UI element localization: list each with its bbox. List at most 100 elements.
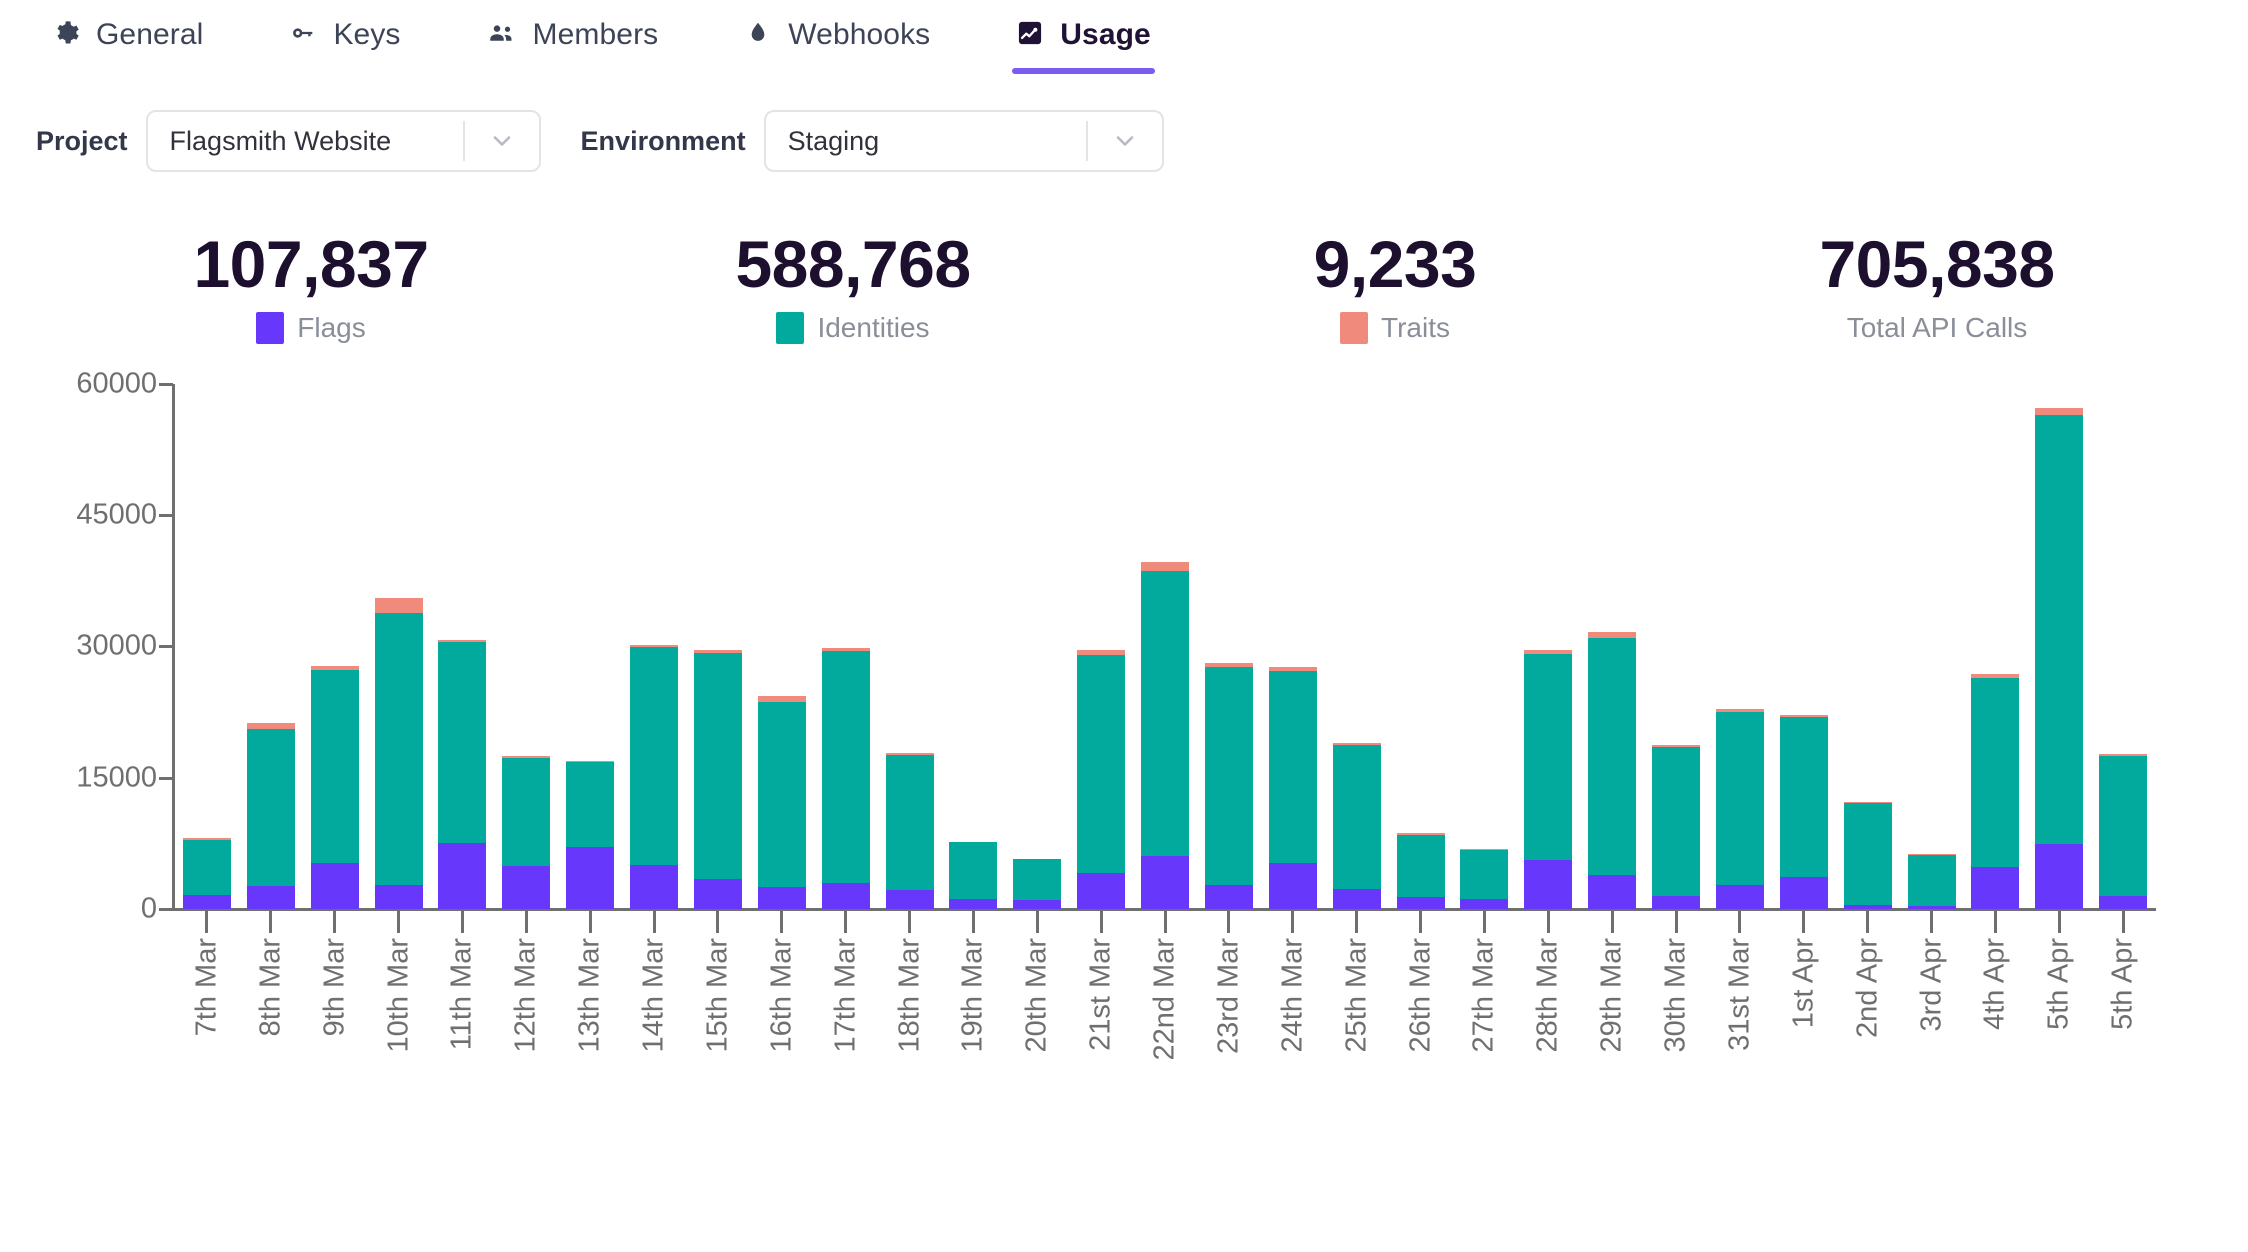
bar-segment-identities: [566, 761, 615, 847]
x-tick-mark: [1291, 910, 1295, 933]
stacked-bar[interactable]: [1843, 801, 1892, 909]
y-tick-label: 45000: [76, 498, 157, 531]
x-label-slot: 2nd Apr: [1836, 938, 1900, 1118]
tab-webhooks[interactable]: Webhooks: [740, 0, 934, 70]
tab-keys[interactable]: Keys: [285, 0, 404, 70]
key-icon: [289, 19, 317, 52]
bar-slot: [1964, 384, 2028, 909]
stacked-bar[interactable]: [182, 837, 231, 909]
bar-segment-identities: [1524, 654, 1573, 860]
stat-value: 107,837: [193, 227, 429, 301]
stacked-bar[interactable]: [1332, 742, 1381, 909]
tab-general[interactable]: General: [48, 0, 207, 70]
stacked-bar[interactable]: [246, 723, 295, 909]
bar-segment-flags: [1715, 885, 1764, 909]
bar-slot: [878, 384, 942, 909]
stacked-bar[interactable]: [949, 841, 998, 909]
tab-members[interactable]: Members: [483, 0, 663, 70]
stacked-bar[interactable]: [310, 665, 359, 909]
chevron-down-icon[interactable]: [1088, 127, 1162, 155]
stacked-bar[interactable]: [757, 696, 806, 909]
x-tick-mark: [1355, 910, 1359, 933]
bar-slot: [494, 384, 558, 909]
bar-segment-traits: [1268, 666, 1317, 671]
stat-identities: 588,768 Identities: [582, 229, 1124, 344]
bar-segment-identities: [502, 757, 551, 867]
stacked-bar[interactable]: [1077, 649, 1126, 909]
chart-icon: [1016, 19, 1044, 52]
x-tick-mark: [2121, 910, 2125, 933]
stacked-bar[interactable]: [1268, 666, 1317, 909]
bar-segment-flags: [885, 889, 934, 909]
x-tick-label: 19th Mar: [956, 937, 989, 1053]
y-tick-mark: [159, 645, 173, 649]
stacked-bar[interactable]: [1715, 708, 1764, 909]
stacked-bar[interactable]: [1971, 673, 2020, 909]
usage-stats: 107,837 Flags 588,768 Identities 9,233 T…: [0, 227, 2248, 344]
x-tick-slot: [1644, 910, 1708, 935]
stacked-bar[interactable]: [2035, 407, 2084, 909]
stacked-bar[interactable]: [502, 755, 551, 909]
bar-segment-flags: [1588, 874, 1637, 909]
stacked-bar[interactable]: [1396, 833, 1445, 909]
x-tick-label: 4th Apr: [1978, 937, 2011, 1030]
stacked-bar[interactable]: [1652, 744, 1701, 909]
stacked-bar[interactable]: [1013, 858, 1062, 909]
tab-usage[interactable]: Usage: [1012, 0, 1155, 74]
chevron-down-icon[interactable]: [465, 127, 539, 155]
stacked-bar[interactable]: [1524, 649, 1573, 909]
x-tick-slot: [239, 910, 303, 935]
stacked-bar[interactable]: [566, 760, 615, 909]
x-label-slot: 12th Mar: [494, 938, 558, 1118]
bar-slot: [814, 384, 878, 909]
x-label-slot: 15th Mar: [686, 938, 750, 1118]
stacked-bar[interactable]: [1141, 562, 1190, 909]
x-label-slot: 11th Mar: [431, 938, 495, 1118]
stat-value: 9,233: [1313, 227, 1477, 301]
x-tick-mark: [1930, 910, 1934, 933]
bar-segment-flags: [757, 887, 806, 909]
x-label-slot: 25th Mar: [1325, 938, 1389, 1118]
stacked-bar[interactable]: [374, 598, 423, 909]
stacked-bar[interactable]: [2099, 753, 2148, 909]
x-label-slot: 1st Apr: [1772, 938, 1836, 1118]
legend-swatch-flags: [256, 311, 285, 344]
bar-slot: [367, 384, 431, 909]
stacked-bar[interactable]: [1460, 849, 1509, 909]
environment-select[interactable]: Staging: [763, 110, 1164, 172]
x-tick-label: 5th Apr: [2042, 937, 2075, 1030]
project-select[interactable]: Flagsmith Website: [145, 110, 541, 172]
x-label-slot: 4th Apr: [1964, 938, 2028, 1118]
x-tick-mark: [588, 910, 592, 933]
people-icon: [487, 18, 517, 53]
legend-swatch-traits: [1340, 311, 1369, 344]
x-tick-mark: [1610, 910, 1614, 933]
x-tick-slot: [494, 910, 558, 935]
stat-value: 705,838: [1819, 227, 2055, 301]
x-tick-slot: [431, 910, 495, 935]
x-tick-mark: [1099, 910, 1103, 933]
stacked-bar[interactable]: [1907, 854, 1956, 909]
stacked-bar[interactable]: [630, 644, 679, 909]
stacked-bar[interactable]: [1588, 631, 1637, 909]
stacked-bar[interactable]: [821, 647, 870, 909]
bar-segment-identities: [1971, 677, 2020, 867]
stacked-bar[interactable]: [885, 753, 934, 909]
settings-tabs: General Keys Members Webhooks Usage: [0, 0, 2248, 88]
x-label-slot: 31st Mar: [1708, 938, 1772, 1118]
bar-segment-flags: [1332, 888, 1381, 909]
select-divider: [1085, 121, 1088, 161]
tab-label: General: [96, 18, 204, 51]
bar-segment-flags: [182, 894, 231, 909]
stacked-bar[interactable]: [1204, 663, 1253, 909]
x-tick-label: 15th Mar: [701, 937, 734, 1053]
bar-segment-traits: [1971, 673, 2020, 678]
stacked-bar[interactable]: [438, 640, 487, 909]
bar-segment-flags: [2035, 844, 2084, 909]
stacked-bar[interactable]: [1779, 714, 1828, 909]
stat-legend: Traits: [1124, 311, 1666, 344]
y-tick-mark: [159, 382, 173, 386]
stacked-bar[interactable]: [693, 649, 742, 909]
x-tick-mark: [1802, 910, 1806, 933]
